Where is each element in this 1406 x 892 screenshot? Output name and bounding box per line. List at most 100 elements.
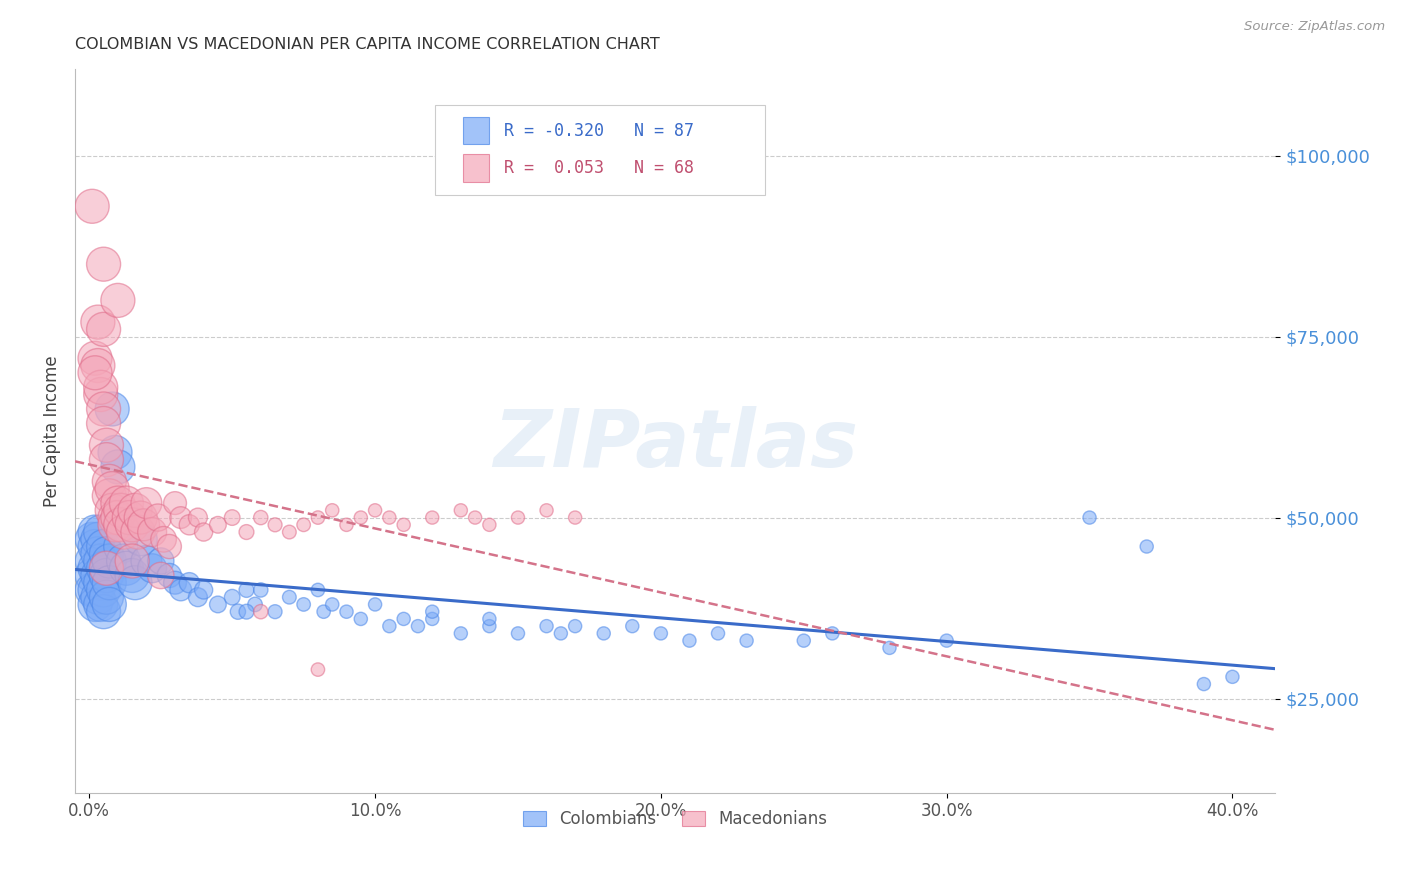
Point xyxy=(96,547,118,561)
Point xyxy=(104,510,127,524)
Point xyxy=(93,402,115,417)
Point xyxy=(135,496,157,510)
Point xyxy=(93,561,115,575)
Text: Source: ZipAtlas.com: Source: ZipAtlas.com xyxy=(1244,20,1385,33)
Point xyxy=(101,482,124,496)
Point xyxy=(264,517,287,532)
Point xyxy=(278,591,301,605)
Point xyxy=(84,561,107,575)
Point xyxy=(249,605,271,619)
Point xyxy=(101,503,124,517)
Point xyxy=(187,510,209,524)
Point xyxy=(1136,540,1159,554)
Point xyxy=(87,591,110,605)
Text: ZIPatlas: ZIPatlas xyxy=(492,406,858,484)
Point xyxy=(129,510,152,524)
Point xyxy=(84,366,107,380)
Point xyxy=(115,561,138,575)
Point xyxy=(506,510,529,524)
Point xyxy=(98,489,121,503)
Point xyxy=(350,510,373,524)
Point xyxy=(93,417,115,431)
Point xyxy=(121,554,143,568)
Point xyxy=(464,510,486,524)
Point xyxy=(84,540,107,554)
Point xyxy=(536,619,558,633)
Point xyxy=(621,619,644,633)
Point xyxy=(307,663,329,677)
Point xyxy=(96,591,118,605)
Point xyxy=(141,524,163,539)
Point xyxy=(187,591,209,605)
Point xyxy=(112,554,135,568)
Point xyxy=(107,293,129,308)
Point xyxy=(82,582,104,597)
Point xyxy=(420,612,443,626)
Point xyxy=(335,605,357,619)
Point xyxy=(179,575,201,590)
Point xyxy=(292,598,315,612)
Point xyxy=(321,598,343,612)
Point xyxy=(1078,510,1101,524)
Point xyxy=(179,517,201,532)
Point xyxy=(132,517,155,532)
Point xyxy=(1222,670,1244,684)
Point xyxy=(110,540,132,554)
Point xyxy=(82,533,104,547)
Point xyxy=(82,568,104,582)
Point xyxy=(292,517,315,532)
Point xyxy=(249,510,271,524)
Point xyxy=(226,605,249,619)
Point xyxy=(707,626,730,640)
Point xyxy=(163,575,186,590)
Point xyxy=(650,626,672,640)
Point xyxy=(450,503,472,517)
Text: COLOMBIAN VS MACEDONIAN PER CAPITA INCOME CORRELATION CHART: COLOMBIAN VS MACEDONIAN PER CAPITA INCOM… xyxy=(75,37,659,53)
Point xyxy=(243,598,266,612)
Point xyxy=(87,568,110,582)
Point xyxy=(506,626,529,640)
Text: R =  0.053   N = 68: R = 0.053 N = 68 xyxy=(503,159,693,178)
Point xyxy=(110,503,132,517)
Point xyxy=(235,605,257,619)
Point xyxy=(124,503,146,517)
Point xyxy=(392,517,415,532)
Point xyxy=(221,591,243,605)
Point xyxy=(235,582,257,597)
Point xyxy=(207,517,229,532)
Point xyxy=(93,582,115,597)
Point xyxy=(364,598,387,612)
Point xyxy=(221,510,243,524)
Point xyxy=(98,554,121,568)
Point xyxy=(207,598,229,612)
Point xyxy=(536,503,558,517)
Point xyxy=(84,351,107,366)
Point xyxy=(84,524,107,539)
Point xyxy=(93,605,115,619)
Point xyxy=(420,510,443,524)
Point xyxy=(450,626,472,640)
Point xyxy=(157,568,180,582)
FancyBboxPatch shape xyxy=(434,105,765,195)
Point xyxy=(170,510,193,524)
Point xyxy=(152,533,174,547)
Point xyxy=(82,199,104,213)
Point xyxy=(193,582,215,597)
Point xyxy=(879,640,901,655)
Point xyxy=(98,575,121,590)
Point xyxy=(124,575,146,590)
Point xyxy=(90,554,112,568)
Point xyxy=(87,315,110,329)
Point xyxy=(96,568,118,582)
Point xyxy=(478,619,501,633)
Point xyxy=(235,524,257,539)
Y-axis label: Per Capita Income: Per Capita Income xyxy=(44,355,60,507)
Point xyxy=(107,496,129,510)
Point xyxy=(735,633,758,648)
Point xyxy=(121,517,143,532)
Point xyxy=(335,517,357,532)
Point xyxy=(592,626,614,640)
Point xyxy=(96,561,118,575)
Point xyxy=(98,598,121,612)
Point xyxy=(564,510,586,524)
